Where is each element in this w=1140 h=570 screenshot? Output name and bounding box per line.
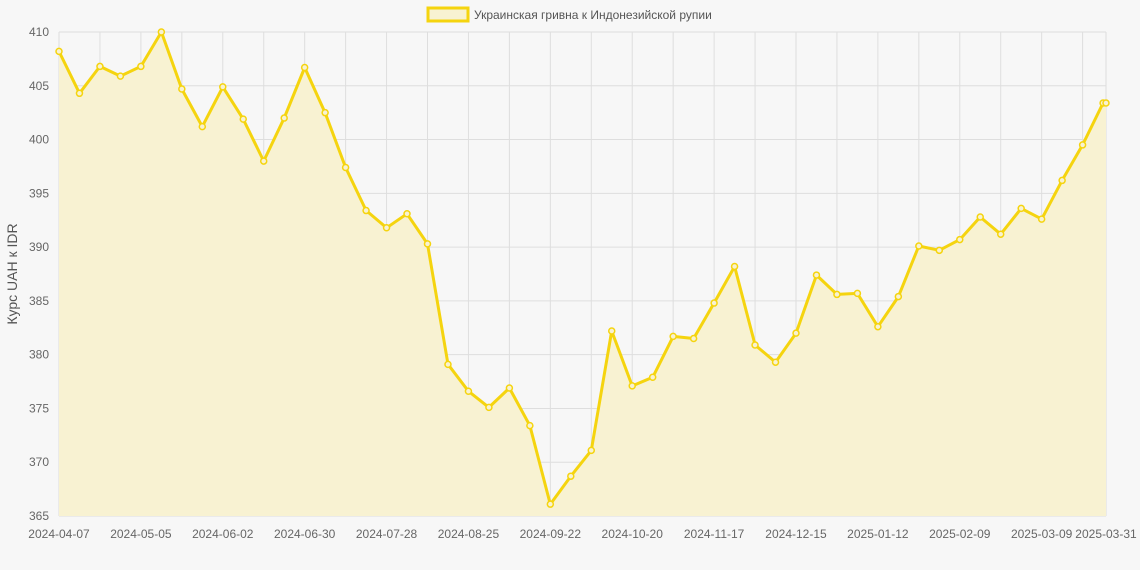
x-tick-label: 2024-09-22 — [520, 527, 582, 541]
data-point[interactable] — [648, 373, 657, 382]
data-point[interactable] — [137, 62, 145, 71]
y-tick-label: 380 — [29, 348, 49, 362]
data-point[interactable] — [300, 63, 309, 72]
data-point[interactable] — [505, 384, 514, 392]
data-point[interactable] — [157, 28, 166, 36]
y-tick-label: 410 — [29, 25, 49, 39]
x-tick-label: 2025-01-12 — [847, 527, 909, 541]
data-point[interactable] — [1102, 99, 1110, 107]
data-point[interactable] — [771, 358, 780, 366]
x-tick-label: 2025-02-09 — [929, 527, 991, 541]
data-point[interactable] — [55, 47, 63, 56]
data-point[interactable] — [915, 242, 923, 250]
data-point[interactable] — [1037, 215, 1046, 223]
data-point[interactable] — [894, 292, 903, 301]
data-point[interactable] — [464, 387, 473, 395]
x-tick-label: 2024-07-28 — [356, 527, 418, 541]
data-point[interactable] — [853, 289, 862, 298]
y-tick-label: 395 — [29, 186, 49, 200]
legend-swatch — [426, 6, 470, 23]
y-tick-label: 375 — [29, 401, 49, 415]
x-tick-label: 2025-03-09 — [1011, 527, 1073, 541]
data-point[interactable] — [730, 262, 739, 271]
y-axis-ticks: 410 405 400 395 390 385 380 375 370 365 — [29, 25, 49, 523]
x-tick-label: 2024-05-05 — [110, 527, 172, 541]
y-tick-label: 390 — [29, 240, 49, 254]
data-point[interactable] — [219, 83, 227, 91]
data-point[interactable] — [280, 114, 288, 122]
data-point[interactable] — [382, 224, 391, 232]
legend[interactable]: Украинская гривна к Индонезийской рупии — [426, 6, 712, 23]
x-tick-label: 2024-06-30 — [274, 527, 336, 541]
data-point[interactable] — [587, 446, 596, 455]
data-point[interactable] — [567, 472, 575, 480]
data-point[interactable] — [75, 89, 84, 98]
data-point[interactable] — [607, 327, 616, 335]
x-tick-label: 2025-03-31 — [1075, 527, 1137, 541]
x-tick-label: 2024-04-07 — [28, 527, 90, 541]
y-tick-label: 400 — [29, 133, 49, 147]
series-area — [59, 32, 1106, 516]
data-point[interactable] — [362, 206, 370, 215]
y-tick-label: 370 — [29, 455, 49, 469]
data-point[interactable] — [485, 403, 493, 412]
legend-label: Украинская гривна к Индонезийской рупии — [474, 8, 712, 22]
data-point[interactable] — [628, 382, 636, 390]
point-layer — [55, 28, 1110, 508]
data-point[interactable] — [526, 421, 534, 430]
data-point[interactable] — [792, 329, 800, 337]
data-point[interactable] — [403, 210, 411, 218]
data-point[interactable] — [444, 360, 452, 369]
data-point[interactable] — [751, 341, 759, 349]
data-point[interactable] — [669, 332, 677, 341]
data-point[interactable] — [833, 290, 841, 299]
data-point[interactable] — [710, 299, 718, 307]
x-tick-label: 2024-11-17 — [684, 527, 745, 541]
data-point[interactable] — [812, 271, 821, 279]
x-tick-label: 2024-08-25 — [438, 527, 500, 541]
data-point[interactable] — [935, 246, 944, 255]
data-point[interactable] — [1017, 204, 1025, 213]
y-tick-label: 405 — [29, 79, 49, 93]
data-point[interactable] — [1058, 176, 1066, 185]
data-point[interactable] — [996, 230, 1005, 238]
x-tick-label: 2024-06-02 — [192, 527, 254, 541]
data-point[interactable] — [116, 72, 125, 80]
data-point[interactable] — [239, 115, 247, 123]
data-point[interactable] — [1078, 141, 1087, 149]
y-tick-label: 385 — [29, 294, 49, 308]
data-point[interactable] — [178, 85, 186, 93]
area-layer — [59, 32, 1106, 516]
data-point[interactable] — [423, 240, 432, 248]
x-axis-ticks: 2024-04-07 2024-05-05 2024-06-02 2024-06-30… — [28, 527, 1137, 541]
x-tick-label: 2024-10-20 — [602, 527, 664, 541]
x-tick-label: 2024-12-15 — [765, 527, 827, 541]
data-point[interactable] — [874, 322, 882, 331]
data-point[interactable] — [546, 500, 555, 508]
y-axis-title: Курс UAH к IDR — [4, 223, 20, 324]
data-point[interactable] — [321, 108, 329, 117]
data-point[interactable] — [956, 235, 964, 244]
data-point[interactable] — [198, 122, 207, 131]
data-point[interactable] — [259, 157, 268, 165]
data-point[interactable] — [341, 163, 350, 172]
y-tick-label: 365 — [29, 509, 49, 523]
data-point[interactable] — [96, 62, 104, 71]
data-point[interactable] — [976, 213, 984, 221]
data-point[interactable] — [689, 334, 698, 343]
